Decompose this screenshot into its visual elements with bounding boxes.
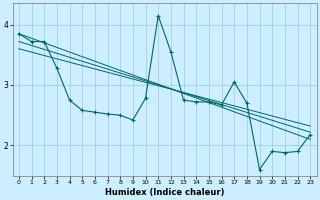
- X-axis label: Humidex (Indice chaleur): Humidex (Indice chaleur): [105, 188, 224, 197]
